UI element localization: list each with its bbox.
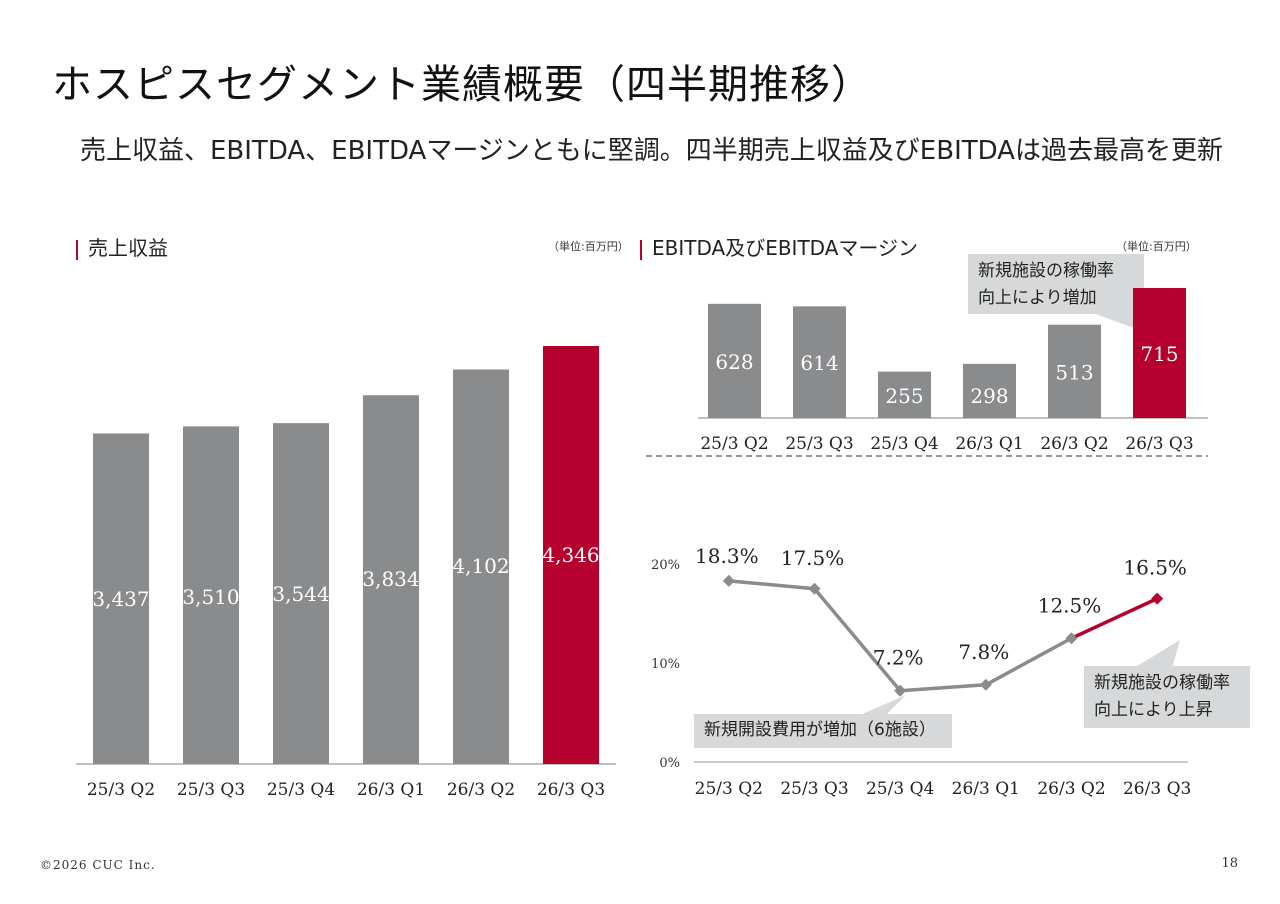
- x-tick-label: 25/3 Q4: [267, 780, 335, 800]
- series-line-segment: [728, 579, 815, 591]
- x-tick-label: 26/3 Q2: [1040, 434, 1108, 454]
- revenue-heading-text: 売上収益: [88, 236, 168, 260]
- y-tick-label: 10%: [651, 657, 680, 672]
- callout-line: 新規施設の稼働率: [1094, 673, 1230, 693]
- series-line-segment: [900, 683, 986, 693]
- callout-line: 新規施設の稼働率: [978, 261, 1114, 281]
- data-label: 3,510: [182, 585, 239, 609]
- data-label: 298: [970, 384, 1008, 408]
- margin-drop-callout: 新規開設費用が増加（6施設）: [694, 714, 952, 748]
- x-tick-label: 26/3 Q2: [447, 780, 515, 800]
- data-label: 3,437: [92, 587, 149, 611]
- revenue-heading: 売上収益: [76, 232, 168, 261]
- ebitda-bar-25-3-Q3: [793, 306, 846, 418]
- ebitda-bar-25-3-Q4: [878, 371, 931, 418]
- accent-bar: [640, 239, 642, 260]
- revenue-bar-26-3-Q2: [453, 369, 509, 764]
- x-tick-label: 25/3 Q3: [177, 780, 245, 800]
- callout-line: 新規開設費用が増加（6施設）: [704, 720, 936, 740]
- callout-pointer: [860, 695, 906, 715]
- x-tick-label: 25/3 Q3: [780, 779, 848, 799]
- data-point-marker: [979, 678, 992, 691]
- x-tick-label: 25/3 Q4: [870, 434, 938, 454]
- x-tick-label: 25/3 Q4: [866, 779, 934, 799]
- callout-pointer: [1134, 640, 1180, 668]
- ebitda-increase-callout: 新規施設の稼働率 向上により増加: [968, 254, 1144, 314]
- data-point-marker: [894, 684, 907, 697]
- data-label: 513: [1055, 360, 1093, 384]
- ebitda-bar-26-3-Q2: [1048, 324, 1101, 418]
- footer-copyright: ©2026 CUC Inc.: [40, 858, 156, 872]
- y-tick-label: 20%: [651, 558, 680, 573]
- revenue-bar-25-3-Q4: [273, 423, 329, 764]
- revenue-bar-26-3-Q3: [543, 346, 599, 764]
- x-tick-label: 25/3 Q3: [785, 434, 853, 454]
- data-point-marker: [722, 574, 735, 587]
- x-tick-label: 26/3 Q3: [1125, 434, 1193, 454]
- x-tick-label: 26/3 Q3: [537, 780, 605, 800]
- ebitda-heading-text: EBITDA及びEBITDAマージン: [652, 236, 919, 260]
- y-tick-label: 0%: [659, 756, 680, 771]
- callout-line: 向上により上昇: [1094, 700, 1213, 720]
- data-label: 715: [1140, 342, 1178, 366]
- data-label: 12.5%: [1038, 593, 1102, 617]
- data-label: 3,544: [272, 582, 329, 606]
- x-tick-label: 26/3 Q1: [955, 434, 1023, 454]
- ebitda-bar-25-3-Q2: [708, 303, 761, 418]
- page-subtitle: 売上収益、EBITDA、EBITDAマージンともに堅調。四半期売上収益及びEBI…: [80, 136, 1223, 166]
- data-label: 255: [885, 384, 923, 408]
- series-line-segment: [813, 587, 902, 692]
- x-tick-label: 26/3 Q1: [357, 780, 425, 800]
- data-label: 3,834: [362, 567, 419, 591]
- margin-rise-callout: 新規施設の稼働率 向上により上昇: [1084, 666, 1250, 728]
- data-label: 4,102: [452, 554, 509, 578]
- page-title: ホスピスセグメント業績概要（四半期推移）: [52, 62, 872, 108]
- x-tick-label: 26/3 Q3: [1123, 779, 1191, 799]
- callout-pointer: [1090, 312, 1138, 328]
- x-tick-label: 25/3 Q2: [700, 434, 768, 454]
- series-line-segment: [1070, 597, 1158, 640]
- x-tick-label: 26/3 Q2: [1037, 779, 1105, 799]
- ebitda-bar-26-3-Q1: [963, 363, 1016, 418]
- ebitda-unit: （単位:百万円）: [1116, 240, 1197, 253]
- x-tick-label: 25/3 Q2: [695, 779, 763, 799]
- data-point-marker: [1151, 592, 1164, 605]
- page-number: 18: [1221, 856, 1238, 871]
- x-tick-label: 25/3 Q2: [87, 780, 155, 800]
- data-label: 628: [715, 350, 753, 374]
- data-label: 16.5%: [1123, 556, 1187, 580]
- data-point-marker: [808, 582, 821, 595]
- x-tick-label: 26/3 Q1: [952, 779, 1020, 799]
- data-label: 7.2%: [873, 646, 924, 670]
- ebitda-heading: EBITDA及びEBITDAマージン: [640, 232, 918, 261]
- data-label: 17.5%: [781, 546, 845, 570]
- data-label: 7.8%: [958, 640, 1009, 664]
- data-label: 4,346: [542, 543, 599, 567]
- data-label: 614: [800, 351, 838, 375]
- revenue-unit: （単位:百万円）: [548, 240, 629, 253]
- revenue-bar-25-3-Q2: [93, 433, 149, 764]
- callout-line: 向上により増加: [978, 288, 1097, 308]
- revenue-bar-26-3-Q1: [363, 395, 419, 764]
- data-label: 18.3%: [695, 544, 759, 568]
- revenue-bar-25-3-Q3: [183, 426, 239, 764]
- series-line-segment: [984, 636, 1073, 687]
- accent-bar: [76, 239, 78, 260]
- data-point-marker: [1065, 632, 1078, 645]
